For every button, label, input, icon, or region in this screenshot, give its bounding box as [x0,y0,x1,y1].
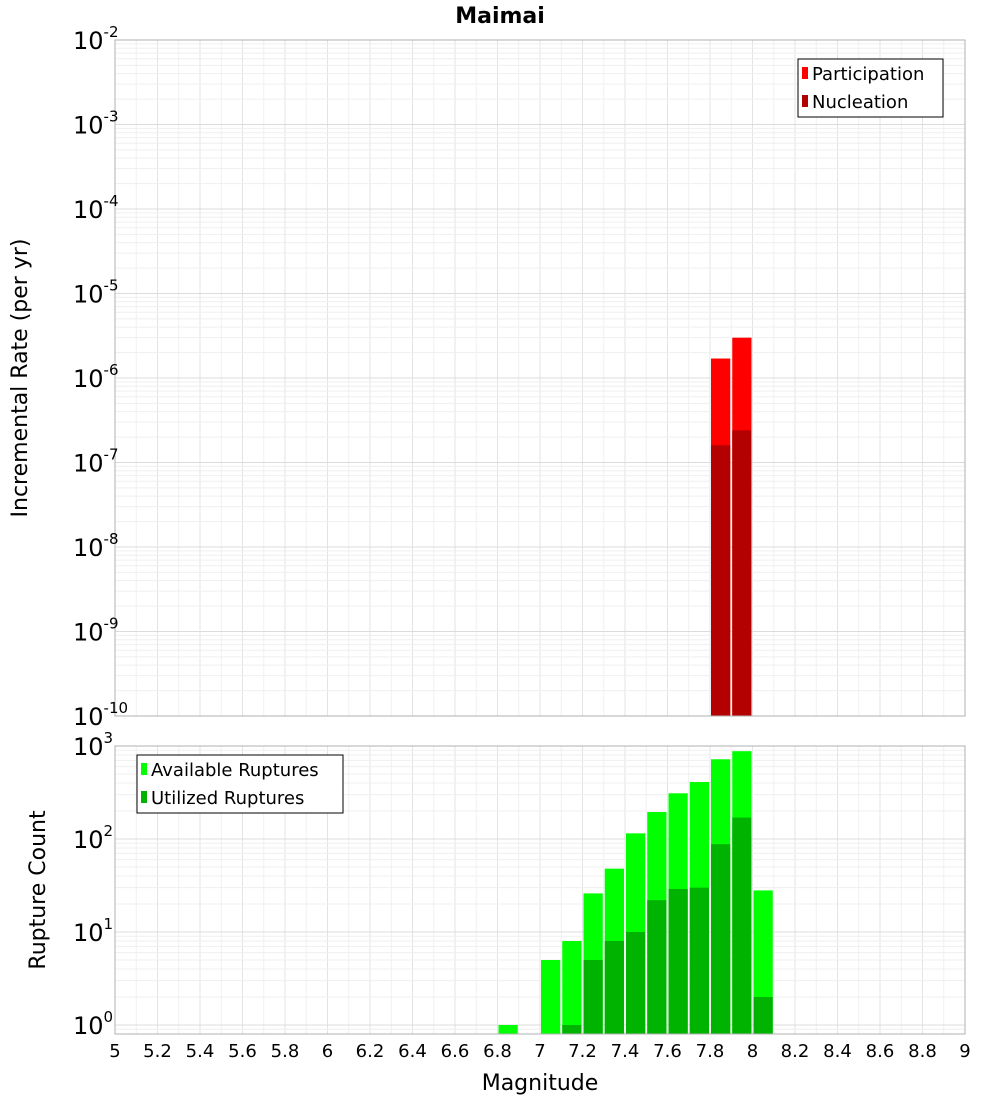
legend-label: Participation [812,64,924,85]
bar-front-utilized-ruptures [711,844,731,1034]
bar-back-available-ruptures [562,941,582,1034]
bar-front-utilized-ruptures [626,931,646,1034]
y-tick-label: 10-9 [73,615,119,647]
bar-front-utilized-ruptures [732,817,752,1034]
x-tick-label: 7.4 [611,1041,640,1062]
y-tick-label: 103 [73,729,113,761]
x-tick-label: 7 [534,1041,545,1062]
legend-box [797,58,944,118]
legend-label: Available Ruptures [151,760,319,781]
x-tick-label: 6 [322,1041,333,1062]
bar-back-available-ruptures [541,959,561,1034]
y-tick-label: 10-10 [73,699,128,731]
chart-title: Maimai [455,4,545,29]
x-tick-label: 8.4 [823,1041,852,1062]
x-tick-label: 5.8 [271,1041,300,1062]
x-tick-label: 7.6 [653,1041,682,1062]
legend-swatch [141,763,147,775]
bar-front-utilized-ruptures [668,888,688,1034]
legend-label: Nucleation [812,92,908,113]
x-tick-label: 5.4 [186,1041,215,1062]
y-tick-label: 10-3 [73,108,119,140]
bar-front-utilized-ruptures [583,959,603,1034]
y-tick-label: 10-6 [73,361,119,393]
plot-border [114,745,966,1035]
plot-panel-1: 100 101 102 103 Rupture Count Available Ruptu… [26,729,971,1096]
y-tick-label: 10-4 [73,192,119,224]
y-tick-label: 102 [73,822,113,854]
legend-swatch [802,95,808,107]
x-tick-label: 6.4 [398,1041,427,1062]
x-tick-label: 8.2 [781,1041,810,1062]
y-tick-label: 10-7 [73,446,119,478]
x-tick-label: 6.6 [441,1041,470,1062]
legend-swatch [141,791,147,803]
x-tick-label: 7.2 [568,1041,597,1062]
bar-front-nucleation [732,430,752,716]
legend: Participation Nucleation [797,58,944,118]
legend-label: Utilized Ruptures [151,788,304,809]
y-tick-label: 10-5 [73,277,119,309]
x-tick-label: 5 [109,1041,120,1062]
x-tick-label: 8 [747,1041,758,1062]
y-axis-label: Incremental Rate (per yr) [8,239,33,518]
x-axis-label: Magnitude [482,1071,599,1096]
y-axis-label: Rupture Count [26,810,51,970]
plot-panel-0: 10-10 10-9 10-8 10-7 10-6 10-5 10-4 10-3 10-2 Inc… [8,23,966,731]
bar-front-utilized-ruptures [753,996,773,1034]
bar-front-utilized-ruptures [562,1024,582,1034]
y-tick-label: 10-2 [73,23,119,55]
y-tick-label: 100 [73,1008,113,1040]
legend-swatch [802,67,808,79]
bar-front-utilized-ruptures [689,887,709,1034]
x-tick-label: 8.8 [908,1041,937,1062]
x-tick-label: 7.8 [696,1041,725,1062]
x-tick-label: 5.6 [228,1041,257,1062]
legend: Available Ruptures Utilized Ruptures [136,754,344,814]
x-tick-label: 6.2 [356,1041,385,1062]
x-tick-label: 6.8 [483,1041,512,1062]
bar-front-nucleation [711,445,731,716]
bar-back-available-ruptures [498,1024,518,1034]
legend-box [136,754,344,814]
bar-front-utilized-ruptures [604,941,624,1034]
plot-border [114,39,966,717]
x-tick-label: 9 [959,1041,970,1062]
y-tick-label: 101 [73,915,113,947]
y-tick-label: 10-8 [73,530,119,562]
x-tick-label: 8.6 [866,1041,895,1062]
bar-front-utilized-ruptures [647,900,667,1034]
x-tick-label: 5.2 [143,1041,172,1062]
